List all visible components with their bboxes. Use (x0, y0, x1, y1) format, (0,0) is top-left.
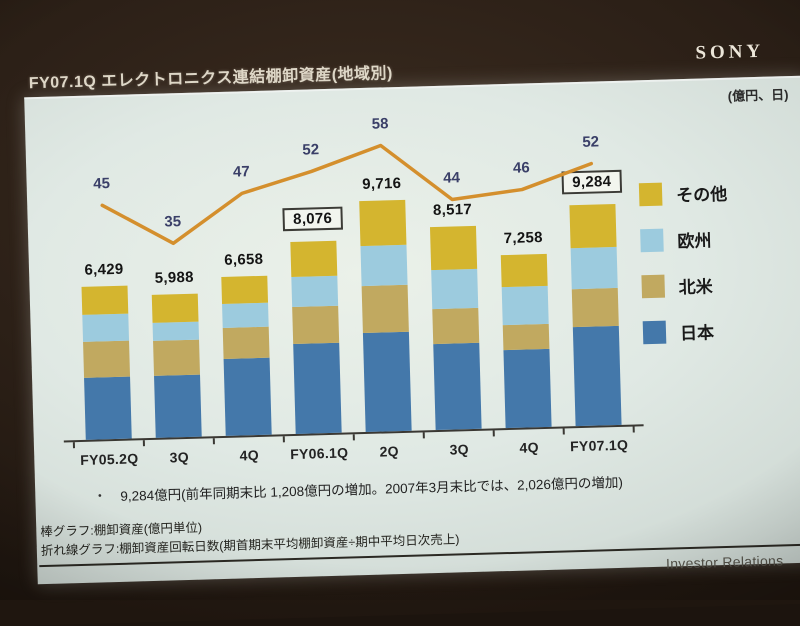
legend-item-other: その他 (638, 180, 728, 207)
legend-swatch-japan (642, 320, 667, 345)
legend-item-north-america: 北米 (641, 272, 730, 299)
line-value-label: 47 (232, 163, 250, 181)
inventory-chart: 6,429 FY05.2Q 5,988 3Q 6,658 4Q 8,076 FY06.1Q 9,… (24, 78, 800, 585)
legend-label-japan: 日本 (679, 323, 715, 344)
bullet-marker: ・ (93, 488, 107, 504)
chart-legend: その他 欧州 北米 日本 (638, 180, 732, 366)
legend-item-europe: 欧州 (640, 226, 729, 253)
line-value-label: 44 (443, 169, 461, 187)
legend-label-europe: 欧州 (677, 231, 712, 252)
line-value-label: 52 (582, 133, 600, 151)
line-value-label: 58 (371, 115, 389, 133)
legend-swatch-north-america (641, 274, 666, 299)
slide-content-panel: (億円、日) 6,429 FY05.2Q 5,988 3Q 6,658 4Q 8,076 FY… (24, 75, 800, 585)
legend-label-north-america: 北米 (678, 277, 714, 298)
line-value-label: 45 (93, 175, 111, 193)
legend-swatch-europe (640, 228, 664, 253)
sony-logo: SONY (695, 40, 765, 64)
legend-swatch-other (638, 182, 663, 207)
line-value-label: 35 (164, 213, 182, 231)
investor-relations-label: Investor Relations (665, 552, 784, 572)
legend-item-japan: 日本 (642, 318, 732, 345)
line-value-label: 46 (512, 159, 530, 177)
turnover-days-line (100, 143, 594, 246)
legend-label-other: その他 (675, 184, 728, 206)
line-value-label: 52 (302, 141, 320, 159)
